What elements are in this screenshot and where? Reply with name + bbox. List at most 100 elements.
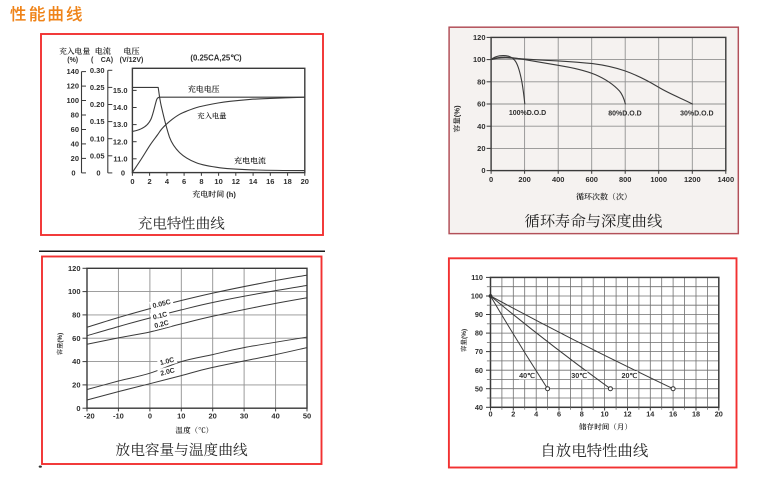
svg-text:电压: 电压 [123,46,139,57]
svg-text:18: 18 [692,410,700,419]
svg-text:200: 200 [518,175,531,184]
svg-text:充电电压: 充电电压 [188,84,220,95]
svg-text:容量(%): 容量(%) [459,329,468,352]
svg-text:CA): CA) [101,57,113,64]
svg-text:120: 120 [66,82,79,91]
svg-text:0: 0 [130,177,134,186]
svg-text:400: 400 [552,175,565,184]
svg-text:0: 0 [71,169,75,178]
svg-text:温度（℃）: 温度（℃） [175,425,213,436]
svg-text:80: 80 [72,311,80,320]
svg-text:1400: 1400 [717,175,734,184]
svg-text:-10: -10 [113,411,124,420]
svg-text:40: 40 [271,411,279,420]
svg-text:1200: 1200 [684,175,701,184]
svg-text:2.0C: 2.0C [160,367,176,377]
svg-text:14.0: 14.0 [113,103,128,112]
svg-text:储存时间（月）: 储存时间（月） [579,421,632,432]
svg-text:60: 60 [72,334,80,343]
svg-text:110: 110 [471,273,483,282]
svg-text:15.0: 15.0 [113,86,128,95]
svg-text:50: 50 [303,411,311,420]
svg-text:14: 14 [646,410,655,419]
svg-text:70: 70 [475,347,483,356]
svg-text:20: 20 [477,144,485,153]
svg-text:(%): (%) [67,57,78,64]
svg-text:30℃: 30℃ [571,371,587,380]
svg-text:11.0: 11.0 [113,154,127,163]
svg-text:80: 80 [477,77,485,86]
svg-text:8: 8 [580,410,584,419]
svg-text:800: 800 [619,175,632,184]
svg-text:循环寿命与深度曲线: 循环寿命与深度曲线 [524,210,662,232]
svg-text:100: 100 [473,55,486,64]
svg-text:放电容量与温度曲线: 放电容量与温度曲线 [115,439,248,460]
svg-text:100: 100 [66,96,79,105]
svg-text:0.05C: 0.05C [152,299,172,310]
svg-text:充电时间 (h): 充电时间 (h) [192,189,236,200]
svg-text:充电电流: 充电电流 [234,155,266,166]
svg-text:0.30: 0.30 [90,66,105,75]
svg-text:1.0C: 1.0C [159,357,175,367]
svg-text:6: 6 [557,410,561,419]
svg-text:12: 12 [232,177,240,186]
svg-text:40: 40 [71,140,79,149]
svg-text:2: 2 [148,177,152,186]
svg-text:40: 40 [475,403,483,412]
svg-text:140: 140 [66,67,79,76]
svg-text:40: 40 [72,357,80,366]
svg-text:0.2C: 0.2C [154,320,170,330]
svg-text:20℃: 20℃ [622,371,638,380]
svg-text:10: 10 [601,410,609,419]
svg-text:100%D.O.D: 100%D.O.D [509,110,546,117]
svg-text:0: 0 [121,169,125,178]
svg-text:0.25: 0.25 [90,83,105,92]
svg-text:80%D.O.D: 80%D.O.D [608,110,641,117]
svg-text:10: 10 [214,177,222,186]
svg-text:2: 2 [511,410,515,419]
svg-text:(V/12V): (V/12V) [120,57,144,64]
svg-text:0.05: 0.05 [90,151,105,160]
svg-text:充入电量: 充入电量 [59,46,90,57]
svg-text:循环次数（次）: 循环次数（次） [576,192,632,203]
svg-text:20: 20 [71,154,79,163]
svg-text:20: 20 [301,177,309,186]
svg-text:0: 0 [148,411,152,420]
svg-text:120: 120 [68,264,81,273]
svg-text:0: 0 [489,175,493,184]
svg-text:自放电特性曲线: 自放电特性曲线 [540,439,648,461]
svg-text:50: 50 [475,384,483,393]
svg-text:(: ( [91,57,94,64]
svg-text:0: 0 [76,404,80,413]
svg-text:120: 120 [473,33,486,42]
svg-text:80: 80 [71,111,79,120]
svg-text:100: 100 [471,292,483,301]
svg-text:18: 18 [283,177,291,186]
svg-text:-20: -20 [84,411,95,420]
svg-text:40: 40 [477,122,485,131]
svg-text:0.10: 0.10 [90,134,105,143]
svg-text:13.0: 13.0 [113,120,128,129]
svg-text:60: 60 [475,366,483,375]
svg-text:12.0: 12.0 [113,137,128,146]
svg-text:40℃: 40℃ [519,371,535,380]
svg-text:电流: 电流 [95,46,111,57]
svg-text:90: 90 [475,310,483,319]
svg-text:0: 0 [96,169,100,178]
svg-text:10: 10 [177,411,185,420]
svg-text:性能曲线: 性能曲线 [9,1,85,25]
svg-text:6: 6 [182,177,186,186]
svg-text:0: 0 [481,166,485,175]
svg-text:充入电量: 充入电量 [197,111,226,121]
svg-text:20: 20 [715,410,723,419]
svg-text:16: 16 [669,410,677,419]
svg-text:20: 20 [209,411,217,420]
svg-text:容量(%): 容量(%) [452,105,463,132]
svg-text:充电特性曲线: 充电特性曲线 [138,213,225,234]
svg-text:4: 4 [534,410,539,419]
svg-text:12: 12 [623,410,631,419]
svg-text:100: 100 [68,287,81,296]
svg-text:600: 600 [585,175,598,184]
svg-text:20: 20 [72,381,80,390]
svg-text:30: 30 [240,411,248,420]
